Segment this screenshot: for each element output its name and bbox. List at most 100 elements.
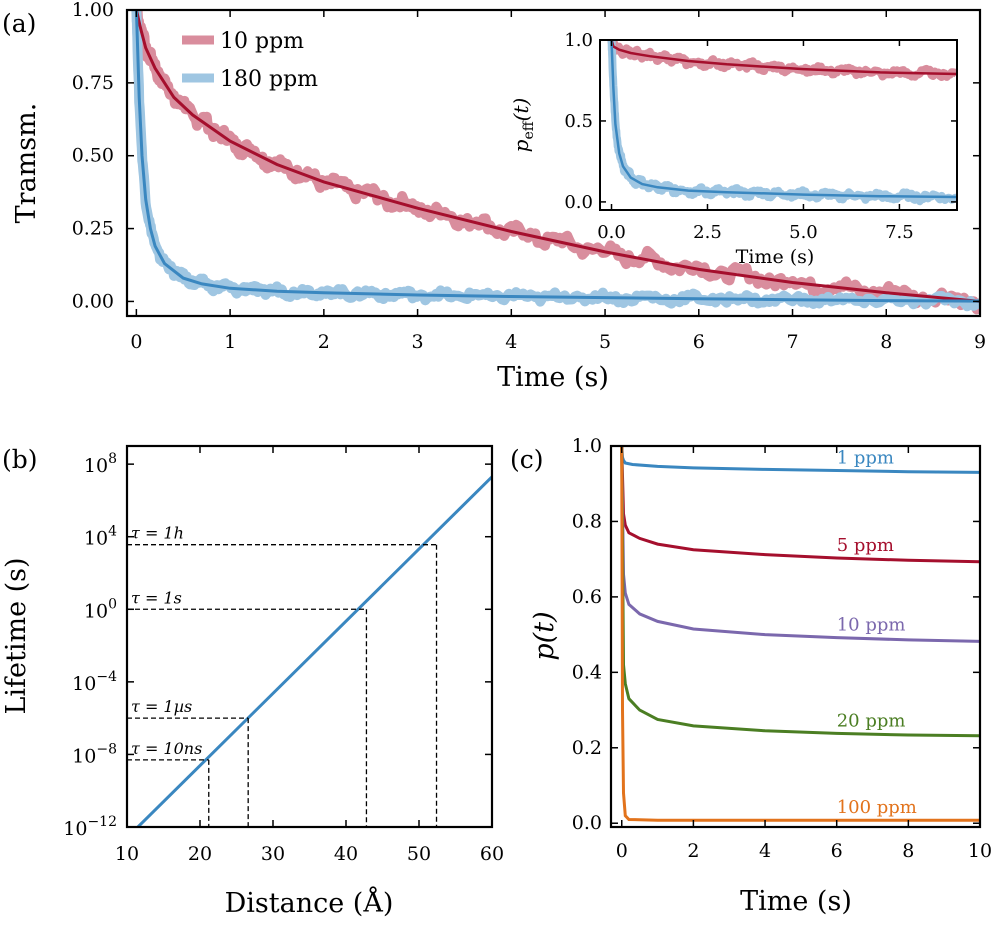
panel-b-ytick-exponent: 4	[108, 524, 117, 540]
panel-b-xtick-label: 40	[334, 843, 358, 865]
panel-b-ytick-base: 10	[63, 818, 87, 840]
panel-b-ytick-label: 10−4	[72, 669, 117, 695]
panel-c-tag: (c)	[510, 445, 544, 474]
panel-c-ytick-label: 0.4	[572, 661, 602, 683]
panel-a-xtick-label: 4	[505, 331, 517, 353]
inset-ticks: 0.0 2.5 5.0 7.5 0.0 0.5 1.0	[564, 30, 957, 243]
panel-a-series	[131, 10, 980, 315]
panel-c-line-1-ppm	[620, 446, 980, 474]
panel-c-curve-label-20-ppm: 20 ppm	[837, 710, 906, 731]
inset-ytick-label: 0.0	[564, 192, 593, 213]
panel-b-xtick-label: 20	[188, 843, 212, 865]
panel-c-xtick-label: 2	[687, 840, 699, 862]
panel-a-tag: (a)	[2, 9, 36, 38]
panel-c-curve-label-1-ppm: 1 ppm	[837, 448, 894, 469]
panel-a-line-10-ppm	[134, 10, 980, 303]
panel-c-ytick-label: 0.8	[572, 510, 602, 532]
panel-a-band-10-ppm	[131, 10, 980, 315]
panel-c-ytick-label: 1.0	[572, 435, 602, 457]
inset-line-10-ppm	[610, 40, 957, 76]
panel-b-ytick-label: 10−8	[72, 741, 117, 767]
panel-b-xlabel: Distance (Å)	[225, 886, 394, 919]
panel-b-xtick-label: 30	[261, 843, 285, 865]
panel-c-curve-label-5-ppm: 5 ppm	[837, 535, 894, 556]
panel-a-xtick-label: 2	[318, 331, 330, 353]
panel-a-xtick-label: 3	[412, 331, 424, 353]
panel-a-xtick-label: 5	[599, 331, 611, 353]
panel-b-ytick-exponent: −12	[87, 814, 117, 830]
inset-ylabel-main: p	[509, 139, 533, 152]
panel-b-xtick-label: 60	[480, 843, 504, 865]
inset-ylabel-arg: (t)	[509, 98, 533, 122]
panel-a-frame	[125, 8, 982, 318]
panel-c-xtick-label: 0	[616, 840, 628, 862]
panel-c-line-20-ppm	[620, 446, 980, 738]
panel-b-ytick-exponent: −8	[96, 741, 117, 757]
panel-c-ylabel-arg: (t)	[529, 611, 560, 643]
panel-c-series	[620, 446, 980, 822]
panel-a-xtick-label: 0	[130, 331, 142, 353]
panel-c-ytick-label: 0.6	[572, 586, 602, 608]
panel-c-ylabel: p(t)	[529, 611, 560, 660]
panel-b-frame	[125, 444, 494, 829]
inset-series	[607, 40, 957, 206]
panel-b-xtick-label: 10	[115, 843, 139, 865]
panel-a-ticks: 0 1 2 3 4 5 6 7 8 9 0.00 0.25 0.50 0.75 1.00	[72, 0, 986, 353]
inset-xtick-label: 7.5	[885, 222, 914, 243]
panel-b-annotation-label-10ns: τ = 10ns	[131, 739, 202, 758]
panel-b-annotation-label-1s: τ = 1s	[131, 588, 182, 607]
panel-c-xtick-label: 8	[902, 840, 914, 862]
panel-c-ticks: 0 2 4 6 8 10 0.0 0.2 0.4 0.6 0.8 1.0	[572, 435, 992, 862]
panel-b-ytick-exponent: −4	[96, 669, 117, 685]
panel-c-xlabel: Time (s)	[740, 886, 852, 917]
panel-a-ytick-label: 0.75	[72, 72, 114, 94]
panel-b-annotation-label-1h: τ = 1h	[131, 524, 184, 543]
panel-b-ytick-base: 10	[84, 455, 108, 477]
panel-b-ylabel: Lifetime (s)	[1, 557, 32, 714]
panel-c: (c) 0 2 4 6 8 10 0.0 0.2 0.4 0.6 0.8 1.0 Time (s) p…	[510, 435, 992, 917]
panel-a-line-180-ppm	[134, 10, 980, 303]
panel-b-annotations: τ = 1h τ = 1s τ = 1µs τ = 10ns	[127, 524, 438, 827]
panel-b-ytick-label: 108	[84, 451, 117, 477]
panel-c-xtick-label: 6	[831, 840, 843, 862]
panel-b-ytick-label: 100	[84, 596, 117, 622]
inset-ylabel-sub: eff	[521, 120, 537, 139]
panel-b: (b) τ = 1h τ = 1s τ = 1µs τ = 10ns 10 20 30 40…	[1, 444, 504, 919]
panel-b-line-lifetime	[136, 475, 492, 827]
panel-a-xlabel: Time (s)	[497, 362, 609, 393]
panel-b-ytick-base: 10	[72, 673, 96, 695]
panel-a-xtick-label: 1	[224, 331, 236, 353]
inset-xtick-label: 2.5	[693, 222, 722, 243]
inset-line-180-ppm	[610, 40, 957, 199]
panel-c-line-5-ppm	[620, 446, 980, 564]
panel-c-curve-label-100-ppm: 100 ppm	[837, 797, 917, 818]
panel-a-xtick-label: 8	[880, 331, 892, 353]
panel-b-ytick-label: 104	[84, 524, 117, 550]
panel-b-annotation-label-1-s: τ = 1µs	[131, 697, 192, 716]
panel-a-legend: 10 ppm 180 ppm	[182, 29, 318, 92]
panel-a-ytick-label: 0.25	[72, 218, 114, 240]
legend-label-180ppm: 180 ppm	[220, 67, 318, 92]
panel-c-line-100-ppm	[620, 446, 980, 822]
panel-a: (a) 0 1 2 3 4 5 6 7 8 9 0.00 0.25 0.50 0.75 1.00 Time …	[2, 0, 986, 393]
panel-b-tag: (b)	[2, 445, 38, 474]
inset-ytick-label: 0.5	[564, 111, 593, 132]
panel-c-curve-label-10-ppm: 10 ppm	[837, 615, 906, 636]
panel-c-xtick-label: 4	[759, 840, 771, 862]
panel-b-ytick-base: 10	[72, 745, 96, 767]
inset-ylabel: peff(t)	[509, 98, 537, 153]
panel-c-xtick-label: 10	[968, 840, 992, 862]
panel-c-ytick-label: 0.0	[572, 812, 602, 834]
inset-xtick-label: 5.0	[789, 222, 818, 243]
panel-a-xtick-label: 7	[786, 331, 798, 353]
panel-b-ytick-base: 10	[84, 600, 108, 622]
panel-c-line-10-ppm	[620, 446, 980, 643]
panel-b-ytick-base: 10	[84, 528, 108, 550]
panel-a-ytick-label: 1.00	[72, 0, 114, 21]
panel-c-ylabel-main: p	[529, 643, 560, 660]
panel-b-series	[136, 475, 492, 827]
panel-a-ytick-label: 0.00	[72, 290, 114, 312]
panel-a-xtick-label: 6	[693, 331, 705, 353]
